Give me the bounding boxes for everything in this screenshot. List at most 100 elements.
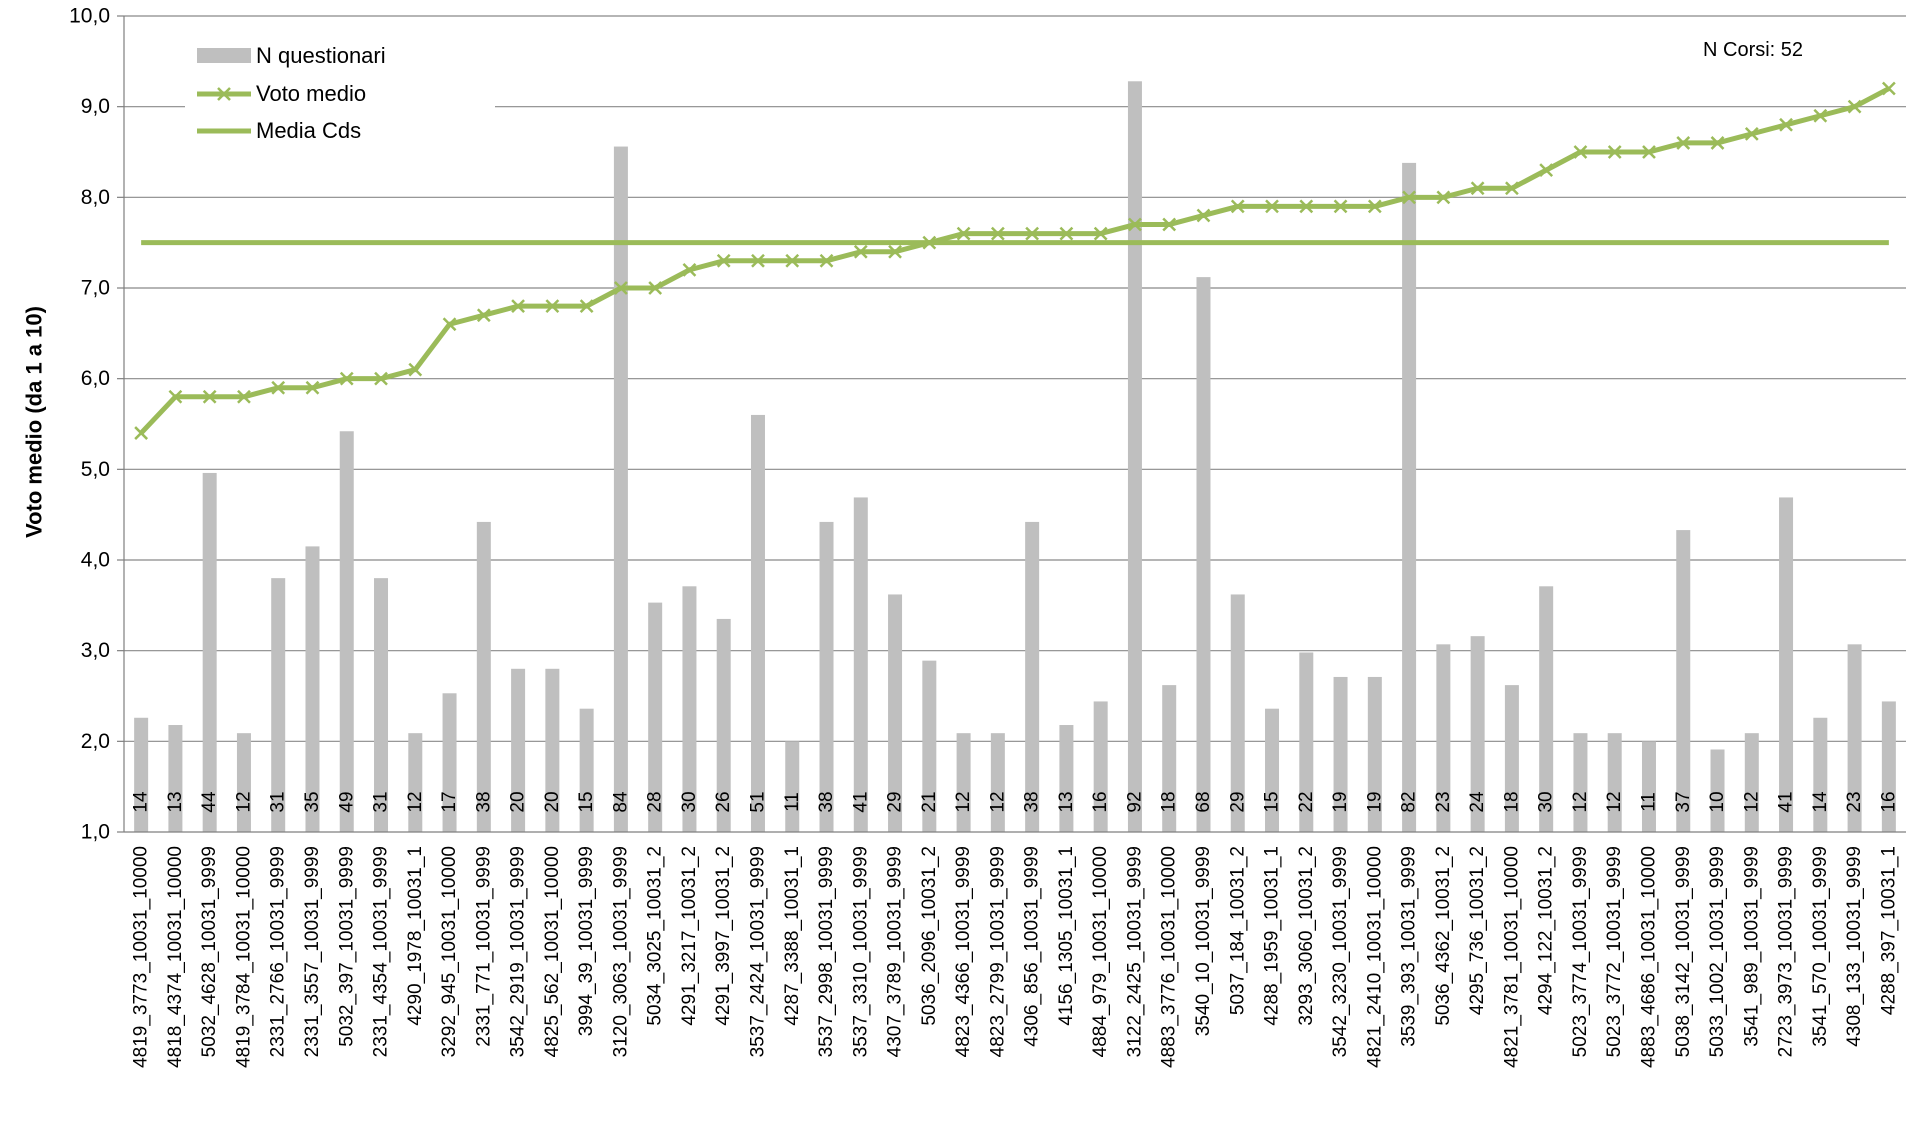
bar-count-label: 38	[1022, 791, 1043, 812]
voto-medio-marker	[202, 389, 217, 404]
voto-medio-marker	[1265, 199, 1279, 214]
y-tick-label: 7,0	[81, 277, 110, 300]
bar	[1641, 741, 1656, 832]
voto-medio-marker	[1402, 190, 1416, 205]
y-tick-label: 2,0	[81, 730, 110, 753]
bar-count-label: 13	[1056, 791, 1077, 812]
voto-medio-marker	[237, 389, 251, 404]
voto-medio-marker	[1779, 117, 1793, 132]
bar-count-label: 30	[679, 791, 700, 812]
bar-count-label: 11	[1638, 792, 1659, 812]
x-tick-label: 4308_133_10031_9999	[1844, 846, 1865, 1047]
bar	[134, 717, 149, 832]
x-tick-label: 2331_771_10031_9999	[473, 846, 494, 1047]
y-tick-label: 6,0	[81, 367, 110, 390]
bar	[888, 594, 903, 832]
grid	[124, 15, 1906, 742]
bar-count-label: 12	[405, 791, 426, 812]
bar-count-labels: 14 13 44 12 31 35 49 31 12 17 38 20 20 15 84 28 30 26 51 11…	[131, 791, 1900, 813]
x-tick-label: 3122_2425_10031_9999	[1124, 846, 1145, 1057]
bar	[682, 586, 697, 832]
bar-count-label: 23	[1433, 791, 1454, 812]
bar-count-label: 44	[199, 791, 220, 813]
bar-count-label: 22	[1296, 791, 1317, 812]
voto-medio-marker	[134, 426, 149, 440]
bar	[1402, 162, 1417, 832]
bar	[1779, 497, 1794, 832]
bar	[168, 725, 183, 832]
bar-count-label: 37	[1673, 791, 1694, 812]
bar	[1333, 676, 1348, 832]
bar-count-label: 18	[1501, 791, 1522, 812]
bar-count-label: 16	[1090, 791, 1111, 812]
bar	[1299, 652, 1314, 832]
bar	[1025, 521, 1040, 832]
x-tick-label: 5032_397_10031_9999	[336, 846, 357, 1047]
legend-label-media-cds: Media Cds	[256, 118, 361, 143]
voto-medio-marker	[1470, 181, 1485, 196]
voto-medio-marker	[1162, 217, 1177, 232]
voto-medio-marker	[1299, 199, 1314, 214]
voto-medio-marker	[1367, 199, 1382, 214]
x-tick-label: 2723_3973_10031_9999	[1776, 846, 1797, 1057]
bar-count-label: 17	[439, 791, 460, 812]
x-tick-label: 4307_3789_10031_9999	[885, 846, 906, 1057]
x-tick-label: 5036_2096_10031_2	[919, 846, 940, 1026]
bar-count-label: 29	[1227, 791, 1248, 812]
bar	[1196, 277, 1211, 832]
bar	[1607, 733, 1622, 832]
x-tick-label: 4884_979_10031_10000	[1090, 846, 1111, 1057]
x-tick-label: 5034_3025_10031_2	[645, 846, 666, 1026]
bar	[922, 660, 937, 832]
legend: N questionari Voto medio Media Cds	[185, 42, 495, 146]
voto-medio-marker	[1744, 126, 1759, 141]
voto-medio-marker	[271, 380, 286, 395]
voto-medio-marker	[1025, 226, 1040, 241]
x-tick-label: 4291_3217_10031_2	[679, 846, 700, 1026]
y-tick-label: 1,0	[81, 821, 110, 844]
voto-medio-marker	[1539, 163, 1554, 178]
bar	[374, 578, 389, 832]
x-tick-label: 4288_397_10031_1	[1878, 846, 1899, 1015]
bar-count-label: 10	[1707, 791, 1728, 812]
x-tick-label: 4823_2799_10031_9999	[987, 846, 1008, 1057]
bar	[956, 733, 971, 832]
y-tick-label: 10,0	[69, 5, 110, 28]
bar-count-label: 24	[1467, 791, 1488, 813]
bar	[339, 431, 354, 832]
bar-count-label: 12	[233, 791, 254, 812]
x-tick-label: 4883_3776_10031_10000	[1159, 846, 1180, 1068]
voto-medio-marker	[1676, 136, 1691, 150]
voto-medio-marker	[1847, 99, 1862, 114]
bar	[785, 741, 800, 832]
bar-count-label: 12	[953, 791, 974, 812]
voto-medio-marker	[168, 389, 183, 404]
y-tick-label: 3,0	[81, 639, 110, 662]
bar	[408, 733, 423, 832]
voto-medio-line	[134, 81, 1896, 440]
bar	[853, 497, 868, 832]
bar	[716, 618, 731, 832]
y-tick-label: 8,0	[81, 186, 110, 209]
bar-count-label: 31	[268, 791, 289, 812]
voto-medio-marker	[1093, 226, 1108, 241]
x-tick-label: 2331_2766_10031_9999	[268, 846, 289, 1057]
bar-count-label: 18	[1159, 791, 1180, 812]
voto-medio-marker	[922, 235, 937, 250]
bar	[1127, 81, 1142, 832]
voto-medio-marker	[614, 281, 628, 295]
bar-count-label: 15	[576, 791, 597, 812]
bar	[236, 733, 251, 832]
bar-count-label: 12	[1604, 791, 1625, 812]
bar-count-label: 84	[610, 791, 631, 813]
x-tick-label: 5037_184_10031_2	[1227, 846, 1248, 1015]
legend-label-n-questionari: N questionari	[256, 43, 386, 68]
bar	[202, 472, 217, 832]
bar	[1676, 530, 1691, 832]
bar	[1847, 644, 1862, 832]
bar-count-label: 12	[987, 791, 1008, 812]
x-tick-label: 5023_3774_10031_9999	[1570, 846, 1591, 1057]
x-tick-label: 3540_10_10031_9999	[1193, 846, 1214, 1036]
bar	[1230, 594, 1245, 832]
x-tick-label: 3541_989_10031_9999	[1741, 846, 1762, 1047]
